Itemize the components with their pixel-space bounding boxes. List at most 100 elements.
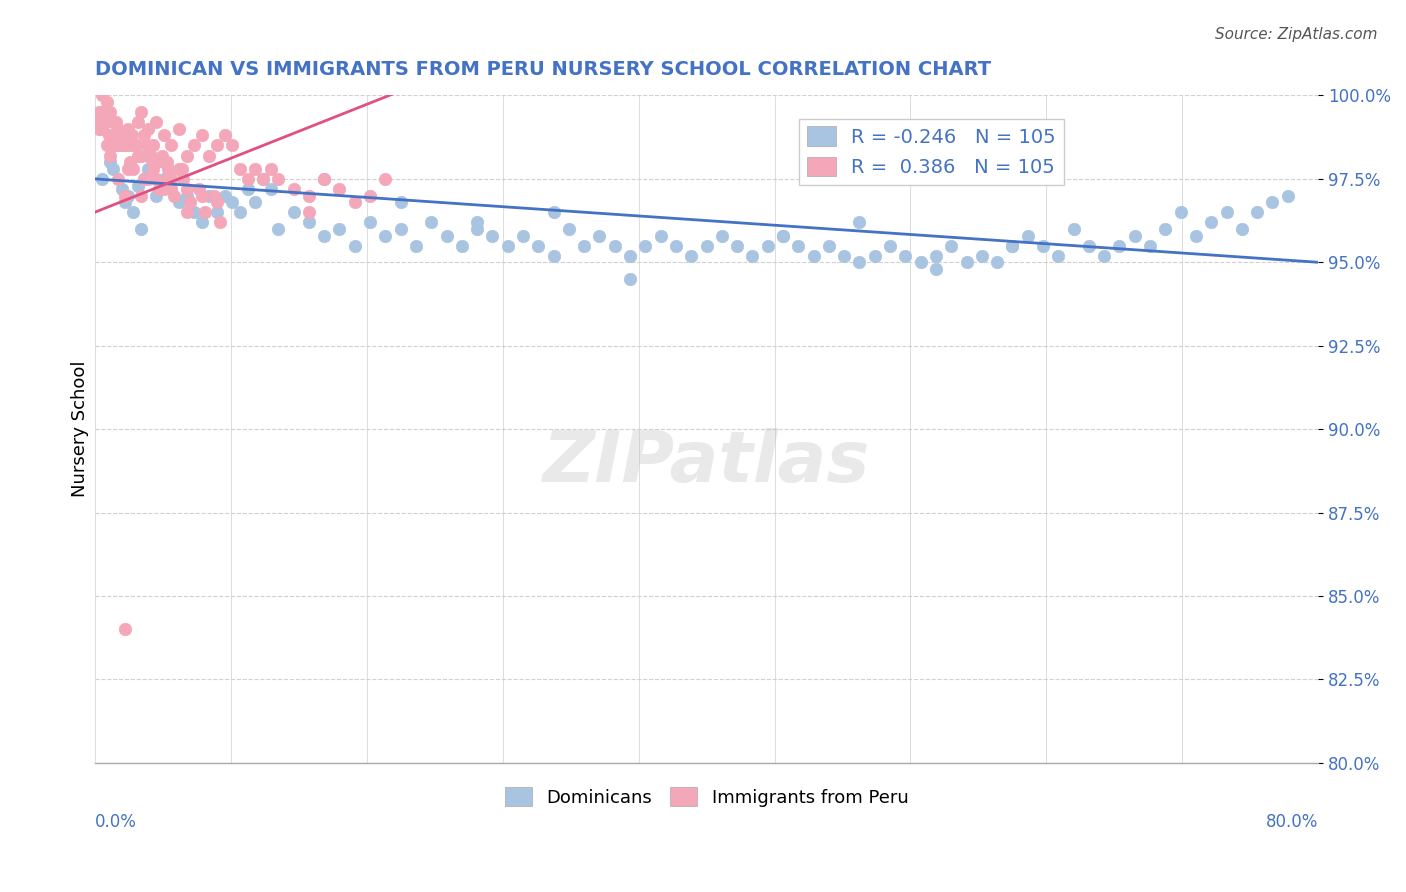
- Point: [89, 105, 111, 120]
- Point: [91, 88, 114, 103]
- Point: [1092, 249, 1115, 263]
- Point: [122, 138, 145, 153]
- Point: [863, 249, 886, 263]
- Point: [298, 215, 321, 229]
- Point: [132, 172, 155, 186]
- Point: [176, 148, 198, 162]
- Point: [124, 138, 146, 153]
- Point: [107, 121, 129, 136]
- Point: [142, 138, 165, 153]
- Point: [925, 262, 948, 277]
- Point: [129, 148, 152, 162]
- Point: [122, 161, 145, 176]
- Point: [252, 172, 274, 186]
- Point: [152, 128, 174, 143]
- Point: [136, 121, 159, 136]
- Point: [191, 128, 214, 143]
- Point: [98, 155, 121, 169]
- Point: [314, 228, 336, 243]
- Point: [148, 182, 170, 196]
- Point: [160, 138, 183, 153]
- Point: [558, 222, 581, 236]
- Point: [1108, 238, 1130, 252]
- Point: [741, 249, 763, 263]
- Point: [160, 182, 183, 196]
- Point: [986, 255, 1008, 269]
- Point: [87, 115, 110, 129]
- Point: [117, 138, 139, 153]
- Point: [543, 205, 565, 219]
- Point: [132, 128, 155, 143]
- Point: [787, 238, 810, 252]
- Point: [214, 188, 236, 202]
- Point: [894, 249, 917, 263]
- Point: [183, 138, 205, 153]
- Point: [167, 121, 190, 136]
- Text: 0.0%: 0.0%: [94, 813, 136, 831]
- Point: [619, 272, 641, 286]
- Point: [955, 255, 977, 269]
- Point: [572, 238, 595, 252]
- Point: [145, 172, 167, 186]
- Point: [152, 172, 174, 186]
- Text: Source: ZipAtlas.com: Source: ZipAtlas.com: [1215, 27, 1378, 42]
- Point: [1185, 228, 1208, 243]
- Point: [236, 172, 259, 186]
- Point: [117, 188, 139, 202]
- Point: [328, 182, 350, 196]
- Point: [108, 128, 131, 143]
- Point: [160, 182, 183, 196]
- Point: [619, 249, 641, 263]
- Point: [127, 148, 149, 162]
- Point: [157, 161, 180, 176]
- Point: [1001, 238, 1024, 252]
- Point: [187, 182, 209, 196]
- Point: [142, 155, 165, 169]
- Point: [756, 238, 779, 252]
- Point: [101, 115, 124, 129]
- Point: [176, 188, 198, 202]
- Point: [136, 148, 159, 162]
- Point: [1154, 222, 1177, 236]
- Point: [173, 172, 195, 186]
- Point: [298, 205, 321, 219]
- Point: [481, 228, 503, 243]
- Point: [221, 138, 243, 153]
- Point: [114, 623, 136, 637]
- Point: [405, 238, 427, 252]
- Point: [129, 105, 152, 120]
- Point: [650, 228, 672, 243]
- Point: [343, 238, 366, 252]
- Point: [848, 215, 870, 229]
- Point: [111, 138, 134, 153]
- Point: [142, 161, 165, 176]
- Point: [848, 255, 870, 269]
- Point: [252, 172, 274, 186]
- Point: [145, 188, 167, 202]
- Point: [127, 178, 149, 193]
- Point: [389, 195, 412, 210]
- Text: ZIPatlas: ZIPatlas: [543, 428, 870, 497]
- Point: [1277, 188, 1299, 202]
- Point: [1230, 222, 1253, 236]
- Point: [142, 155, 165, 169]
- Point: [420, 215, 443, 229]
- Point: [157, 172, 180, 186]
- Point: [267, 222, 290, 236]
- Point: [245, 195, 267, 210]
- Point: [205, 138, 228, 153]
- Point: [145, 155, 167, 169]
- Point: [374, 228, 396, 243]
- Point: [314, 172, 336, 186]
- Point: [194, 205, 217, 219]
- Point: [111, 182, 134, 196]
- Point: [183, 205, 205, 219]
- Point: [710, 228, 733, 243]
- Point: [156, 155, 179, 169]
- Point: [283, 182, 305, 196]
- Point: [94, 115, 117, 129]
- Point: [803, 249, 825, 263]
- Point: [139, 148, 162, 162]
- Point: [104, 138, 127, 153]
- Point: [1047, 249, 1070, 263]
